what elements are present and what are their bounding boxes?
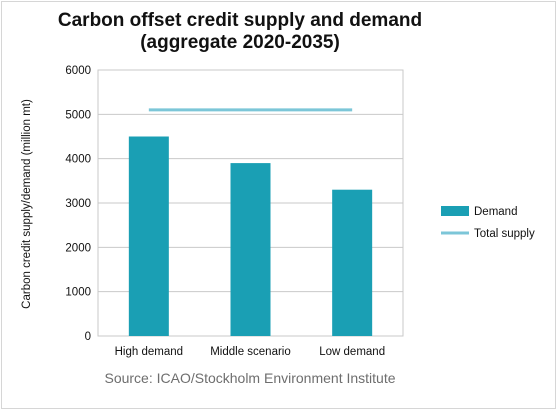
y-tick-label: 0 (85, 331, 91, 343)
y-tick-label: 1000 (65, 287, 91, 299)
chart-title-line-2: (aggregate 2020-2035) (140, 32, 340, 53)
x-tick-label: Low demand (319, 346, 385, 358)
bar (230, 163, 271, 336)
y-tick-label: 6000 (65, 65, 91, 77)
bar (332, 189, 373, 336)
chart-title: Carbon offset credit supply and demand (… (0, 10, 480, 54)
x-tick-label: High demand (115, 346, 183, 358)
y-tick-label: 2000 (65, 242, 91, 254)
x-tick-label: Middle scenario (210, 346, 291, 358)
bar (128, 136, 169, 336)
y-tick-label: 4000 (65, 154, 91, 166)
legend-label-total-supply: Total supply (474, 228, 535, 240)
chart-title-line-1: Carbon offset credit supply and demand (57, 10, 423, 31)
source-note: Source: ICAO/Stockholm Environment Insti… (104, 370, 396, 386)
y-tick-label: 3000 (65, 198, 91, 210)
legend-label-demand: Demand (474, 206, 517, 218)
legend-swatch-demand (441, 206, 469, 216)
y-tick-label: 5000 (65, 109, 91, 121)
